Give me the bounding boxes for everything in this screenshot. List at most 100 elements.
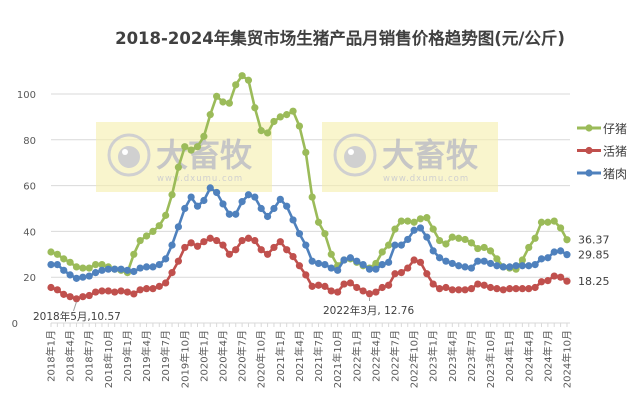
data-point [244, 76, 253, 84]
data-point [117, 265, 125, 273]
data-point [289, 252, 297, 261]
data-point [136, 264, 144, 272]
data-point [104, 287, 112, 295]
data-point [397, 241, 405, 249]
data-point [174, 223, 182, 231]
data-point [461, 235, 469, 244]
data-point [47, 248, 55, 256]
data-point [283, 246, 291, 254]
data-point [200, 132, 208, 140]
x-tick-label: 2023年10月 [484, 330, 497, 388]
data-point [72, 263, 81, 271]
data-point [531, 234, 539, 242]
data-point [493, 255, 501, 263]
data-point [187, 146, 195, 154]
data-point [206, 184, 214, 192]
data-point [174, 257, 182, 265]
data-point [238, 72, 246, 80]
data-point [327, 250, 335, 258]
data-point [91, 261, 100, 269]
legend-item: 猪肉 [577, 167, 627, 181]
data-point [200, 238, 208, 246]
watermark-logo-text: 大畜牧 [382, 136, 479, 174]
data-point [372, 265, 380, 273]
data-point [525, 262, 533, 270]
data-point [544, 218, 552, 226]
data-point [251, 193, 259, 201]
data-point [251, 236, 259, 245]
data-point [79, 273, 87, 281]
eye-logo-icon [107, 133, 151, 177]
data-point [397, 269, 405, 277]
data-point [455, 262, 463, 270]
data-point [257, 246, 265, 254]
data-point [557, 224, 565, 232]
data-point [104, 265, 112, 273]
annotation-2022-min: 2022年3月, 12.76 [323, 304, 414, 317]
data-point [397, 217, 405, 225]
data-point [225, 250, 233, 258]
data-point [372, 288, 380, 296]
x-tick-label: 2019年7月 [159, 330, 172, 382]
data-point [136, 236, 144, 245]
data-point [276, 113, 284, 121]
data-point [480, 243, 488, 252]
data-point [525, 285, 533, 293]
data-point [181, 243, 189, 252]
data-point [378, 283, 386, 292]
x-axis-tick-labels: 2018年1月 2018年4月 2018年7月 2018年10月 2019年1月 2019… [45, 330, 574, 388]
data-point [79, 264, 87, 272]
eye-logo-highlight-icon [348, 149, 354, 155]
data-point [225, 210, 233, 218]
data-point [455, 234, 463, 242]
series-live-hog [47, 234, 571, 303]
data-point [423, 214, 431, 222]
watermark-url: www.dxumu.com [157, 174, 243, 184]
data-point [493, 285, 501, 293]
data-point [346, 279, 354, 287]
data-point [544, 254, 552, 262]
x-tick-label: 2020年1月 [197, 330, 210, 382]
data-point [72, 295, 81, 303]
data-point [53, 286, 61, 294]
data-point [47, 283, 55, 292]
data-point [270, 204, 278, 213]
data-point [162, 255, 170, 263]
x-tick-label: 2022年7月 [388, 330, 401, 382]
legend-swatch-marker [585, 124, 593, 132]
x-tick-label: 2022年1月 [350, 330, 363, 382]
data-point [213, 236, 221, 245]
x-tick-label: 2018年1月 [45, 330, 58, 382]
data-point [467, 264, 476, 272]
end-value-label: 18.25 [578, 275, 610, 288]
data-point [123, 266, 132, 274]
data-point [257, 127, 265, 135]
data-point [410, 226, 418, 234]
data-point [155, 261, 163, 269]
data-point [79, 293, 87, 301]
x-tick-label: 2023年1月 [427, 330, 440, 382]
data-point [168, 191, 176, 199]
data-point [251, 104, 259, 112]
data-point [550, 217, 558, 225]
data-point [257, 204, 265, 213]
legend-swatch-marker [585, 146, 593, 155]
data-point [353, 283, 361, 292]
data-point [340, 280, 348, 288]
data-point [550, 272, 558, 280]
data-point [435, 236, 444, 245]
data-point [416, 224, 425, 232]
data-point [162, 211, 170, 219]
y-tick-label: 80 [23, 136, 36, 147]
x-tick-label: 2018年7月 [83, 330, 96, 382]
data-point [442, 240, 450, 248]
data-point [486, 247, 495, 255]
data-point [346, 254, 354, 262]
data-point [60, 290, 68, 298]
data-point [295, 262, 304, 270]
data-point [499, 263, 507, 271]
data-point [480, 281, 488, 289]
data-point [47, 261, 55, 269]
